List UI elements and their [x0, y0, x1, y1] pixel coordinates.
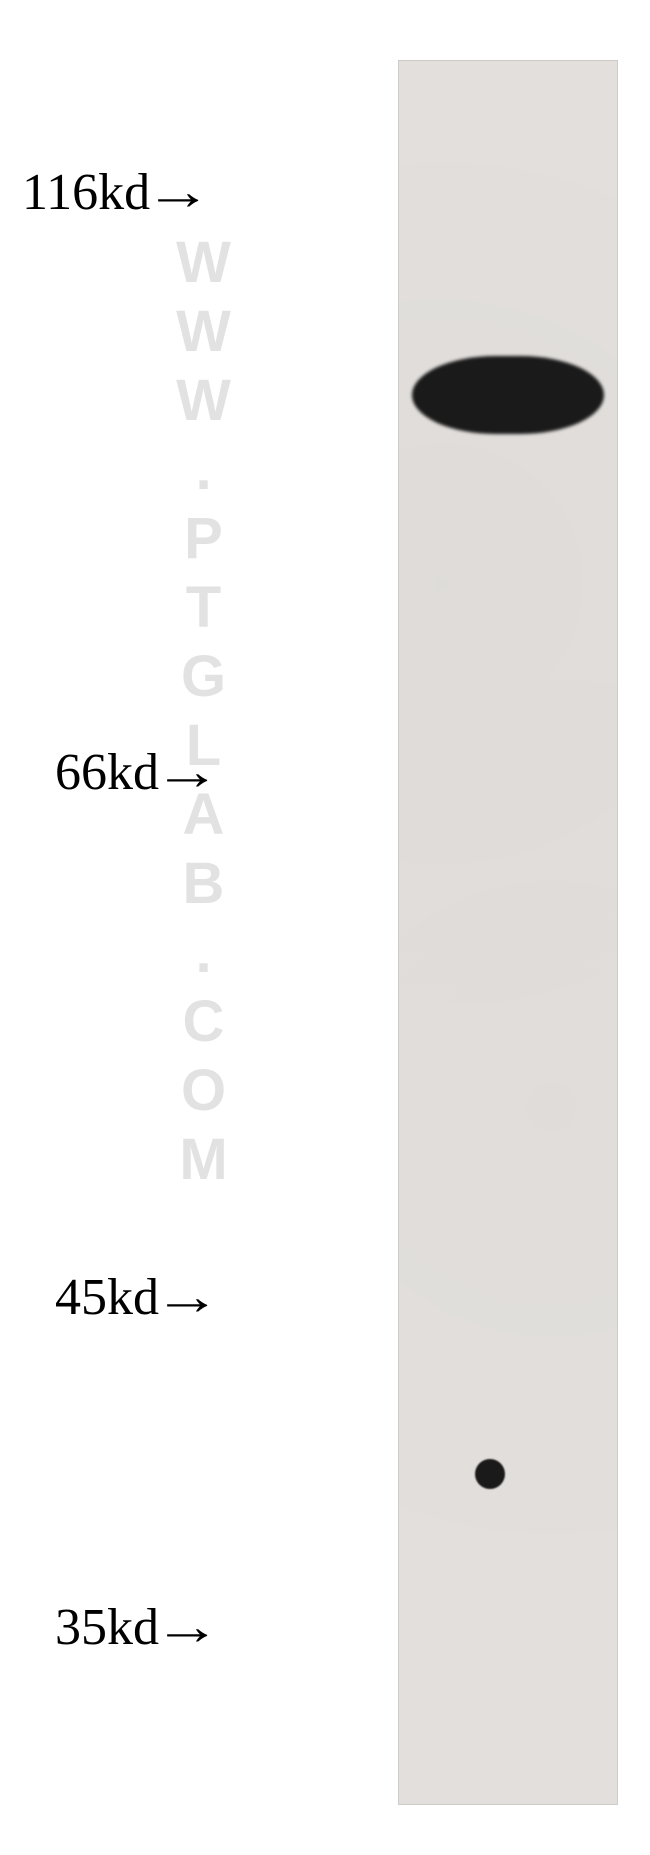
marker-text: 45kd [55, 1268, 159, 1327]
blot-lane [398, 60, 618, 1805]
marker-label-116kd: 116kd→ [22, 163, 204, 222]
arrow-icon: → [153, 1598, 221, 1657]
lane-noise [399, 61, 617, 1804]
marker-text: 66kd [55, 743, 159, 802]
marker-label-45kd: 45kd→ [55, 1268, 213, 1327]
marker-text: 35kd [55, 1598, 159, 1657]
marker-label-66kd: 66kd→ [55, 743, 213, 802]
dot-minor [475, 1459, 505, 1489]
arrow-icon: → [153, 743, 221, 802]
marker-label-35kd: 35kd→ [55, 1598, 213, 1657]
marker-text: 116kd [22, 163, 150, 222]
arrow-icon: → [144, 163, 212, 222]
arrow-icon: → [153, 1268, 221, 1327]
band-major [412, 356, 604, 434]
watermark-text: WWW.PTGLAB.COM [170, 230, 237, 1196]
